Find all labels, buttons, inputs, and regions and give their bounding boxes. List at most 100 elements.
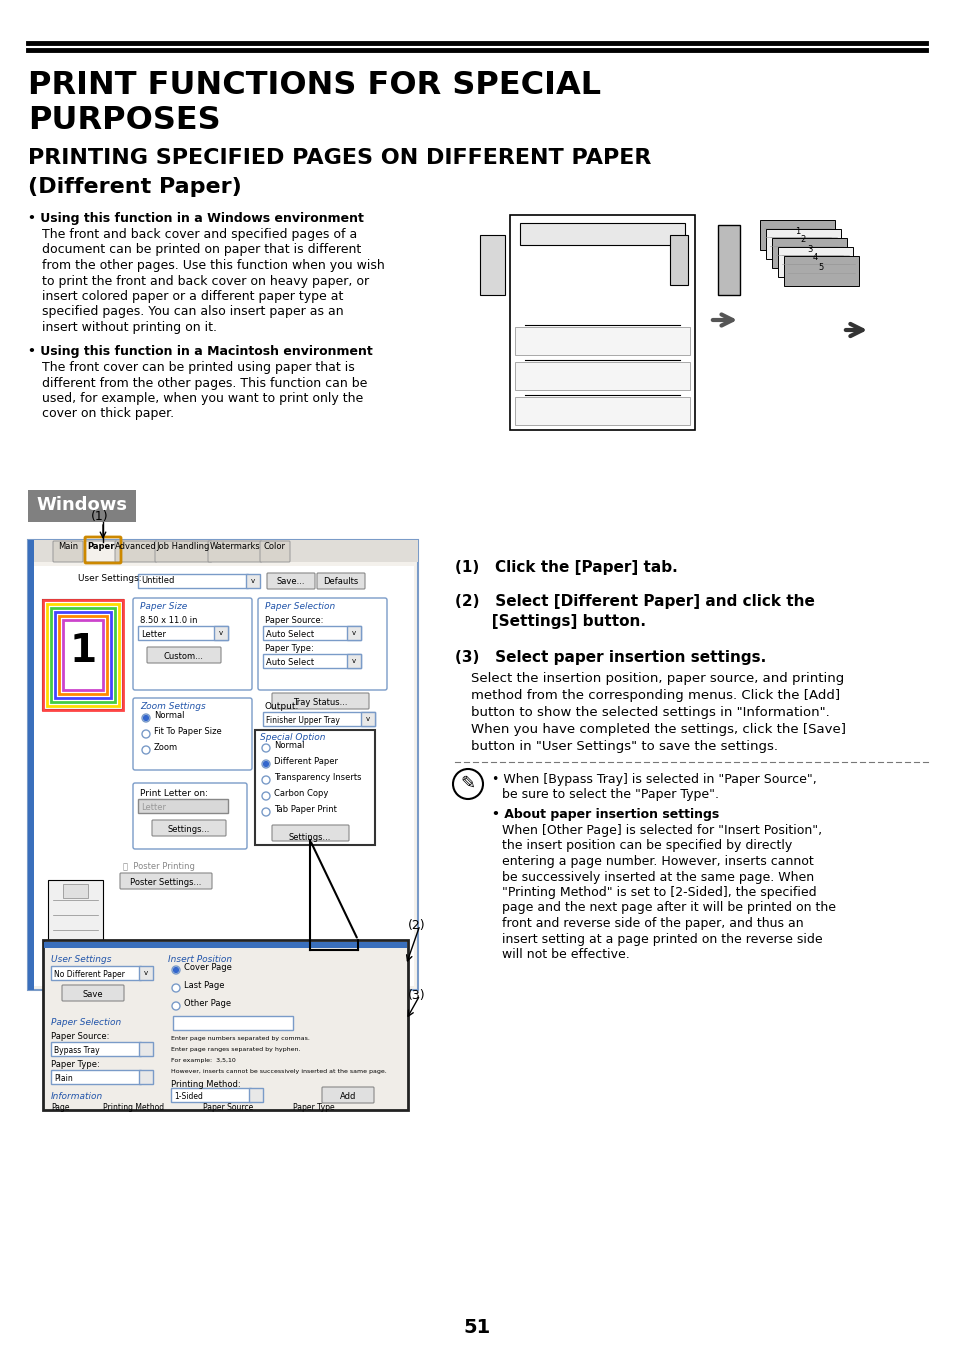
Text: entering a page number. However, inserts cannot: entering a page number. However, inserts…: [501, 855, 813, 867]
Text: 1-Sided: 1-Sided: [173, 1092, 203, 1101]
FancyBboxPatch shape: [152, 820, 226, 836]
Text: used, for example, when you want to print only the: used, for example, when you want to prin…: [42, 392, 363, 405]
Circle shape: [172, 966, 180, 974]
Text: Windows: Windows: [36, 496, 127, 513]
Text: 2: 2: [800, 235, 805, 245]
Text: Information: Information: [51, 1092, 103, 1101]
Text: Auto Select: Auto Select: [266, 630, 314, 639]
Text: Paper Type: Paper Type: [293, 1102, 335, 1112]
FancyBboxPatch shape: [51, 1042, 141, 1056]
Text: v: v: [352, 630, 355, 636]
Circle shape: [172, 984, 180, 992]
Text: Printing Method: Printing Method: [103, 1102, 164, 1112]
Bar: [34, 540, 417, 562]
FancyBboxPatch shape: [138, 798, 228, 813]
Text: 1: 1: [794, 227, 800, 235]
Circle shape: [263, 762, 268, 766]
FancyBboxPatch shape: [85, 540, 117, 562]
Text: Main: Main: [58, 542, 78, 551]
FancyBboxPatch shape: [132, 698, 252, 770]
Bar: [43, 600, 123, 711]
Text: Paper Source:: Paper Source:: [265, 616, 323, 626]
Text: different from the other pages. This function can be: different from the other pages. This fun…: [42, 377, 367, 389]
Text: Paper Type:: Paper Type:: [265, 644, 314, 653]
Text: be sure to select the "Paper Type".: be sure to select the "Paper Type".: [501, 788, 719, 801]
Text: Advanced: Advanced: [115, 542, 156, 551]
Circle shape: [262, 775, 270, 784]
Circle shape: [173, 967, 178, 973]
Text: Paper Selection: Paper Selection: [51, 1019, 121, 1027]
Text: Paper Type:: Paper Type:: [51, 1061, 100, 1069]
Text: v: v: [352, 658, 355, 663]
Bar: [213, 626, 228, 640]
Text: Cover Page: Cover Page: [184, 962, 232, 971]
Text: Zoom Settings: Zoom Settings: [140, 703, 206, 711]
Bar: [63, 620, 103, 690]
Circle shape: [453, 769, 482, 798]
Text: Auto Select: Auto Select: [266, 658, 314, 667]
Text: the insert position can be specified by directly: the insert position can be specified by …: [501, 839, 791, 852]
Text: The front and back cover and specified pages of a: The front and back cover and specified p…: [42, 228, 356, 240]
Text: Defaults: Defaults: [323, 577, 358, 586]
Text: PRINTING SPECIFIED PAGES ON DIFFERENT PAPER: PRINTING SPECIFIED PAGES ON DIFFERENT PA…: [28, 149, 651, 168]
Text: Normal: Normal: [153, 711, 184, 720]
Text: User Settings: User Settings: [51, 955, 112, 965]
FancyBboxPatch shape: [316, 573, 365, 589]
FancyBboxPatch shape: [172, 1016, 293, 1029]
Text: Letter: Letter: [141, 802, 166, 812]
Text: No Different Paper: No Different Paper: [54, 970, 125, 979]
Bar: [246, 574, 260, 588]
Text: 51: 51: [463, 1319, 490, 1337]
Text: Insert Position: Insert Position: [168, 955, 232, 965]
Circle shape: [142, 730, 150, 738]
Circle shape: [262, 761, 270, 767]
Bar: [778, 247, 852, 277]
FancyBboxPatch shape: [208, 540, 262, 562]
Text: be successively inserted at the same page. When: be successively inserted at the same pag…: [501, 870, 813, 884]
Text: button to show the selected settings in "Information".: button to show the selected settings in …: [471, 707, 829, 719]
Text: Settings...: Settings...: [168, 825, 210, 834]
FancyBboxPatch shape: [138, 626, 228, 640]
Text: Add: Add: [339, 1092, 355, 1101]
Text: v: v: [251, 578, 254, 584]
Text: ⓘ  Poster Printing: ⓘ Poster Printing: [123, 862, 194, 871]
Text: Output:: Output:: [265, 703, 299, 711]
Circle shape: [143, 716, 149, 720]
Text: Paper Source: Paper Source: [203, 1102, 253, 1112]
Text: Settings...: Settings...: [289, 834, 331, 842]
FancyBboxPatch shape: [115, 540, 157, 562]
FancyBboxPatch shape: [138, 574, 248, 588]
Text: v: v: [144, 970, 148, 975]
Text: insert setting at a page printed on the reverse side: insert setting at a page printed on the …: [501, 932, 821, 946]
Text: Enter page numbers separated by commas.: Enter page numbers separated by commas.: [171, 1036, 310, 1042]
Text: (Different Paper): (Different Paper): [28, 177, 241, 197]
Text: Paper: Paper: [87, 542, 114, 551]
Text: [Settings] button.: [Settings] button.: [455, 613, 645, 630]
Bar: [760, 220, 834, 250]
Bar: [515, 327, 689, 355]
Text: Letter: Letter: [141, 630, 166, 639]
Bar: [360, 712, 375, 725]
Text: Last Page: Last Page: [184, 981, 224, 989]
FancyBboxPatch shape: [267, 573, 314, 589]
Text: button in "User Settings" to save the settings.: button in "User Settings" to save the se…: [471, 740, 778, 753]
Text: Transparency Inserts: Transparency Inserts: [274, 773, 361, 781]
Text: document can be printed on paper that is different: document can be printed on paper that is…: [42, 243, 361, 257]
Bar: [44, 942, 407, 948]
FancyBboxPatch shape: [132, 784, 247, 848]
Bar: [63, 884, 88, 898]
Text: 1: 1: [70, 632, 96, 670]
Bar: [34, 566, 414, 986]
FancyBboxPatch shape: [263, 654, 360, 667]
Bar: [28, 540, 417, 990]
Text: Tab Paper Print: Tab Paper Print: [274, 804, 336, 813]
Text: 8.50 x 11.0 in: 8.50 x 11.0 in: [140, 616, 197, 626]
Text: • Using this function in a Windows environment: • Using this function in a Windows envir…: [28, 212, 363, 226]
Text: Plain: Plain: [54, 1074, 72, 1084]
Bar: [783, 255, 858, 286]
FancyBboxPatch shape: [322, 1088, 374, 1102]
Text: Untitled: Untitled: [141, 576, 174, 585]
FancyBboxPatch shape: [263, 626, 360, 640]
Text: Fit To Paper Size: Fit To Paper Size: [153, 727, 221, 735]
FancyBboxPatch shape: [53, 540, 83, 562]
